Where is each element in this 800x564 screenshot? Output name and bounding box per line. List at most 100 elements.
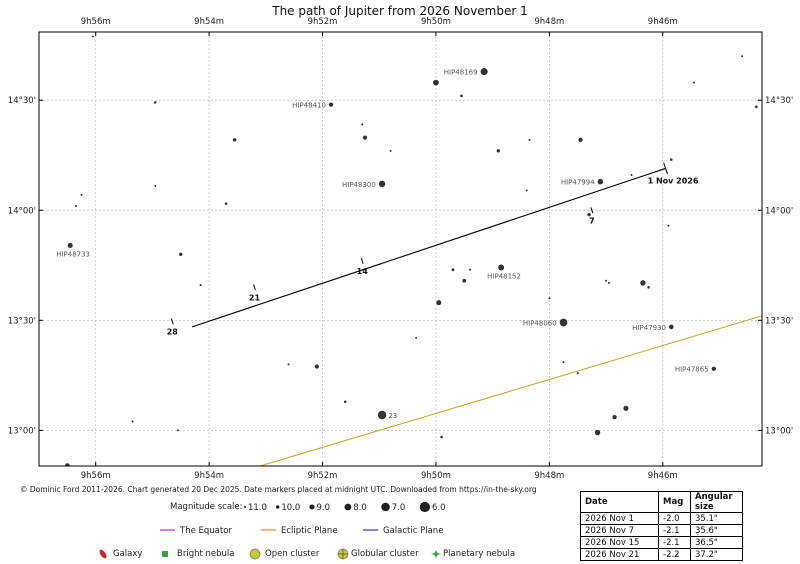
star <box>612 415 617 420</box>
star <box>623 405 629 411</box>
star <box>343 400 347 404</box>
header-date: Date <box>580 491 659 513</box>
star <box>525 189 528 192</box>
axes: 9h56m 9h56m 9h54m 9h54m 9h52m 9h52m 9h50m 9h50m… <box>8 17 793 480</box>
star-label: HIP48300 <box>342 181 376 189</box>
star <box>496 149 501 153</box>
open-cluster-icon <box>249 548 261 560</box>
table-row: 2026 Nov 21 -2.2 37.2" <box>580 548 743 561</box>
dec-tick-label-left: 13°00' <box>8 426 36 436</box>
dec-tick-label-right: 14°00' <box>765 206 793 216</box>
star <box>647 286 650 289</box>
magnitude-dot <box>276 505 280 509</box>
header-mag: Mag <box>658 491 691 513</box>
star-label: HIP47930 <box>632 324 666 332</box>
magnitude-value: 10.0 <box>281 503 300 513</box>
table-row: 2026 Nov 7 -2.1 35.6" <box>580 524 743 537</box>
dec-tick-label-right: 13°30' <box>765 316 793 326</box>
ra-tick-label-bottom: 9h46m <box>648 471 678 480</box>
magnitude-dot <box>344 503 352 511</box>
star-label: HIP48152 <box>487 272 521 280</box>
planetary-nebula-icon <box>431 550 441 558</box>
legend-graphics <box>99 529 441 560</box>
magnitude-dot <box>419 501 430 513</box>
legend-equator: The Equator <box>180 526 232 536</box>
dec-tick-label-left: 14°30' <box>8 96 36 106</box>
magnitude-scale: 11.0 10.0 9.0 8.0 7.0 6.0 <box>244 501 446 513</box>
date-marker-label: 14 <box>357 267 369 276</box>
star-label: HIP48169 <box>444 69 478 77</box>
star <box>498 264 505 271</box>
dec-tick-label-right: 14°30' <box>765 96 793 106</box>
jupiter-path: 1 Nov 2026 7 14 21 28 <box>167 162 699 336</box>
ra-tick-label-bottom: 9h54m <box>194 471 224 480</box>
star <box>462 278 467 283</box>
star <box>377 410 387 420</box>
credit-text: © Dominic Ford 2011-2026. Chart generate… <box>20 485 537 494</box>
star <box>433 79 439 86</box>
cell-mag: -2.1 <box>658 536 691 549</box>
grid-lines <box>39 32 762 466</box>
table-header-row: Date Mag Angular size <box>580 491 743 513</box>
star <box>153 101 157 104</box>
magnitude-legend: Magnitude scale: <box>170 502 243 512</box>
star <box>741 55 744 58</box>
date-marker-tick <box>663 162 668 175</box>
legend-bright-nebula: Bright nebula <box>177 549 235 559</box>
legend-galaxy: Galaxy <box>113 549 143 559</box>
ra-tick-label-top: 9h54m <box>194 17 224 27</box>
star <box>607 281 610 284</box>
ra-tick-label-bottom: 9h50m <box>421 471 451 480</box>
dec-tick-label-left: 14°00' <box>8 206 36 216</box>
chart-title: The path of Jupiter from 2026 November 1 <box>272 4 528 18</box>
cell-date: 2026 Nov 21 <box>580 548 659 561</box>
date-marker-label: 21 <box>249 293 261 302</box>
star <box>576 372 579 375</box>
star <box>389 149 392 152</box>
star <box>597 178 604 185</box>
star <box>480 68 488 76</box>
star-label: HIP48410 <box>292 102 326 110</box>
magnitude-label: Magnitude scale: <box>170 502 243 512</box>
date-marker-tick <box>360 257 364 264</box>
magnitude-dot <box>309 504 315 510</box>
star <box>667 224 670 227</box>
legend-galactic: Galactic Plane <box>383 526 444 536</box>
ra-tick-label-top: 9h52m <box>308 17 338 27</box>
legend-open-cluster: Open cluster <box>265 549 320 559</box>
ra-tick-label-bottom: 9h48m <box>534 471 564 480</box>
ecliptic-line <box>260 315 762 466</box>
ra-tick-label-bottom: 9h52m <box>308 471 338 480</box>
magnitude-dot <box>244 506 246 508</box>
star <box>578 137 583 142</box>
cell-size: 36.5" <box>690 536 743 549</box>
star <box>594 429 601 436</box>
star <box>548 297 551 300</box>
ephemeris-table: Date Mag Angular size 2026 Nov 1 -2.0 35… <box>580 491 743 561</box>
magnitude-value: 7.0 <box>392 503 406 513</box>
ra-tick-label-top: 9h56m <box>81 17 111 27</box>
dec-tick-label-left: 13°30' <box>8 316 36 326</box>
jupiter-path-line <box>191 167 666 328</box>
star <box>176 429 179 432</box>
star <box>287 363 290 366</box>
dec-tick-label-right: 13°00' <box>765 426 793 436</box>
cell-mag: -2.1 <box>658 524 691 537</box>
star <box>154 185 157 188</box>
legend-planetary-nebula: Planetary nebula <box>443 549 516 559</box>
star <box>436 300 442 306</box>
star <box>232 138 237 142</box>
stars: HIP48410 HIP48169 HIP48300 HIP47994 HIP48733… <box>56 35 758 466</box>
star <box>692 81 695 84</box>
bright-nebula-icon <box>162 551 168 557</box>
star <box>362 135 368 140</box>
star <box>131 420 134 423</box>
star-label: HIP48060 <box>523 320 557 328</box>
star <box>378 180 386 188</box>
star <box>451 268 455 272</box>
date-marker-label: 1 Nov 2026 <box>648 176 699 185</box>
date-marker-label: 28 <box>167 327 179 336</box>
cell-date: 2026 Nov 1 <box>580 512 659 525</box>
cell-size: 35.1" <box>690 512 743 525</box>
ra-tick-label-top: 9h46m <box>648 17 678 27</box>
